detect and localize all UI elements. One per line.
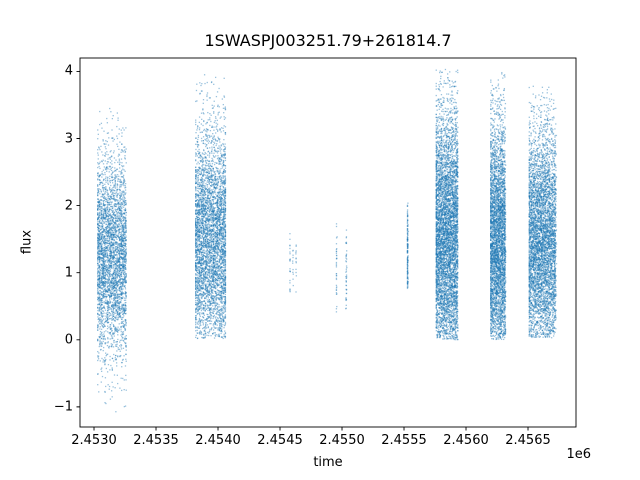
x-axis-offset-label: 1e6: [566, 447, 591, 462]
y-tick-label: 2: [64, 198, 73, 214]
x-tick-label: 2.4555: [381, 433, 427, 448]
y-tick-label: 3: [64, 131, 73, 146]
x-tick-label: 2.4565: [505, 433, 551, 448]
x-tick-label: 2.4550: [319, 433, 365, 448]
y-tick-label: 4: [64, 63, 73, 79]
x-tick-label: 2.4535: [133, 433, 179, 448]
x-tick-label: 2.4530: [71, 433, 117, 448]
y-tick-label: −1: [53, 399, 73, 415]
y-tick-label: 0: [64, 332, 73, 348]
x-axis-label: time: [313, 455, 343, 470]
y-axis-label: flux: [19, 229, 35, 255]
chart-title: 1SWASPJ003251.79+261814.7: [204, 31, 452, 50]
x-tick-label: 2.4545: [257, 433, 303, 448]
y-tick-label: 1: [64, 265, 73, 281]
x-tick-label: 2.4540: [195, 433, 241, 448]
x-tick-label: 2.4560: [443, 433, 489, 448]
